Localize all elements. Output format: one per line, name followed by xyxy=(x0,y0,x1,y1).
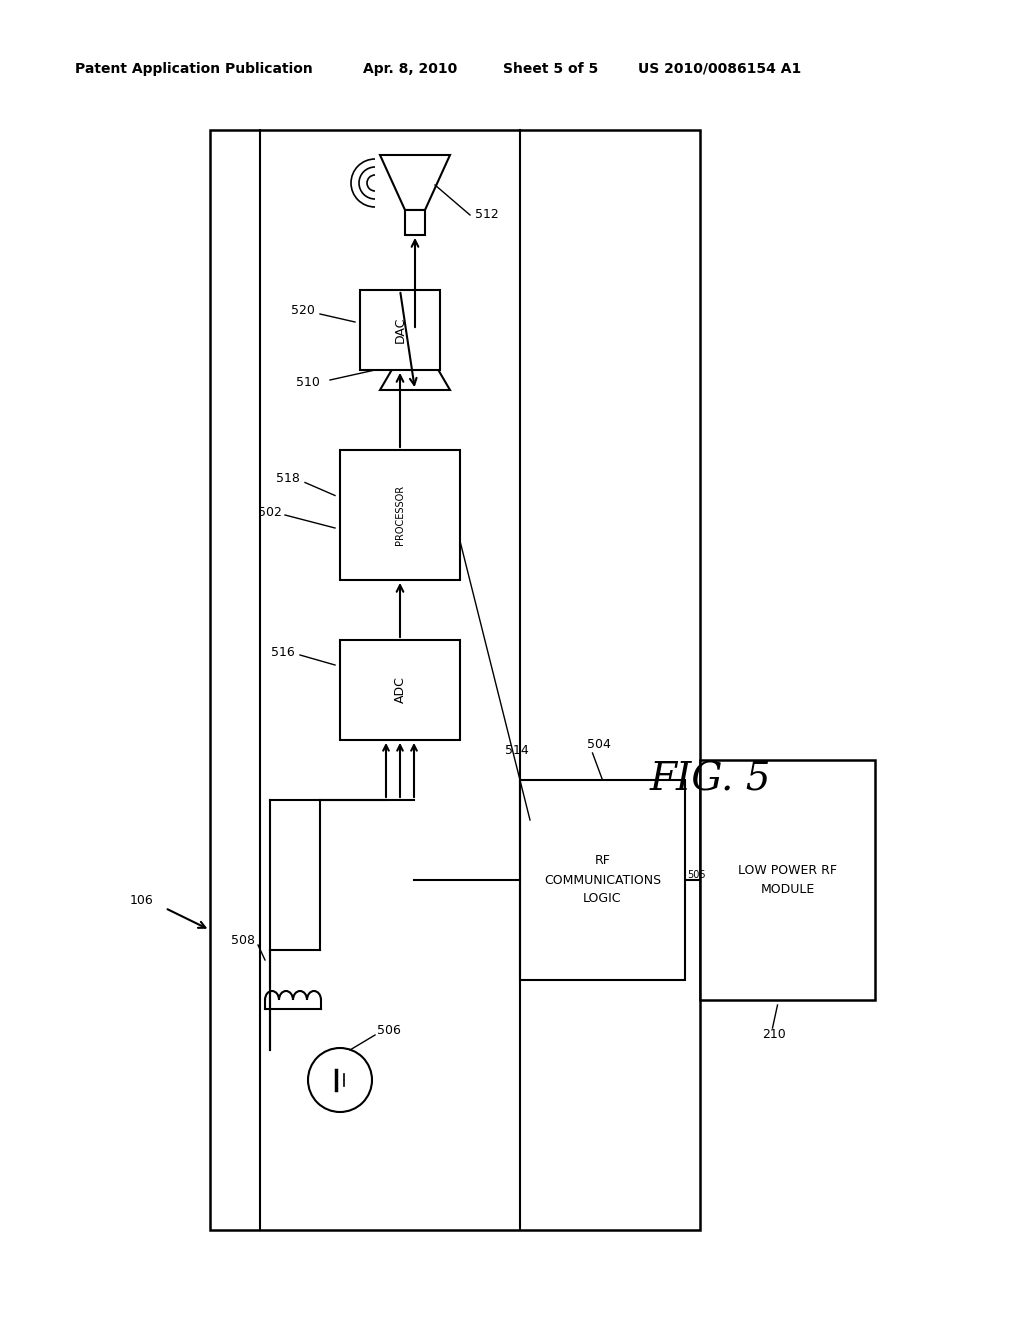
Text: 520: 520 xyxy=(291,304,315,317)
Circle shape xyxy=(308,1048,372,1111)
Text: 514: 514 xyxy=(505,743,528,756)
Text: 506: 506 xyxy=(377,1023,400,1036)
Text: 505: 505 xyxy=(687,870,706,880)
Text: US 2010/0086154 A1: US 2010/0086154 A1 xyxy=(638,62,801,77)
Text: RF
COMMUNICATIONS
LOGIC: RF COMMUNICATIONS LOGIC xyxy=(544,854,662,906)
Text: PROCESSOR: PROCESSOR xyxy=(395,484,406,545)
Polygon shape xyxy=(380,154,450,210)
Text: Apr. 8, 2010: Apr. 8, 2010 xyxy=(362,62,458,77)
Bar xyxy=(406,210,425,235)
Bar xyxy=(360,290,440,370)
Text: Sheet 5 of 5: Sheet 5 of 5 xyxy=(503,62,598,77)
Text: 512: 512 xyxy=(475,209,499,222)
Text: 106: 106 xyxy=(130,894,154,907)
Text: 518: 518 xyxy=(276,473,300,486)
Bar xyxy=(700,760,874,1001)
Text: 210: 210 xyxy=(763,1028,786,1041)
Bar xyxy=(520,780,685,979)
Text: 508: 508 xyxy=(231,933,255,946)
Text: 516: 516 xyxy=(271,645,295,659)
Text: 504: 504 xyxy=(588,738,611,751)
Text: 502: 502 xyxy=(258,506,282,519)
Text: DAC: DAC xyxy=(393,317,407,343)
Text: Patent Application Publication: Patent Application Publication xyxy=(75,62,312,77)
Bar xyxy=(210,129,700,1230)
Bar xyxy=(340,450,460,579)
Text: LOW POWER RF
MODULE: LOW POWER RF MODULE xyxy=(738,865,837,896)
Text: FIG. 5: FIG. 5 xyxy=(650,762,771,799)
Polygon shape xyxy=(380,330,450,389)
Bar xyxy=(340,640,460,741)
Text: ADC: ADC xyxy=(393,677,407,704)
Text: 510: 510 xyxy=(296,375,319,388)
